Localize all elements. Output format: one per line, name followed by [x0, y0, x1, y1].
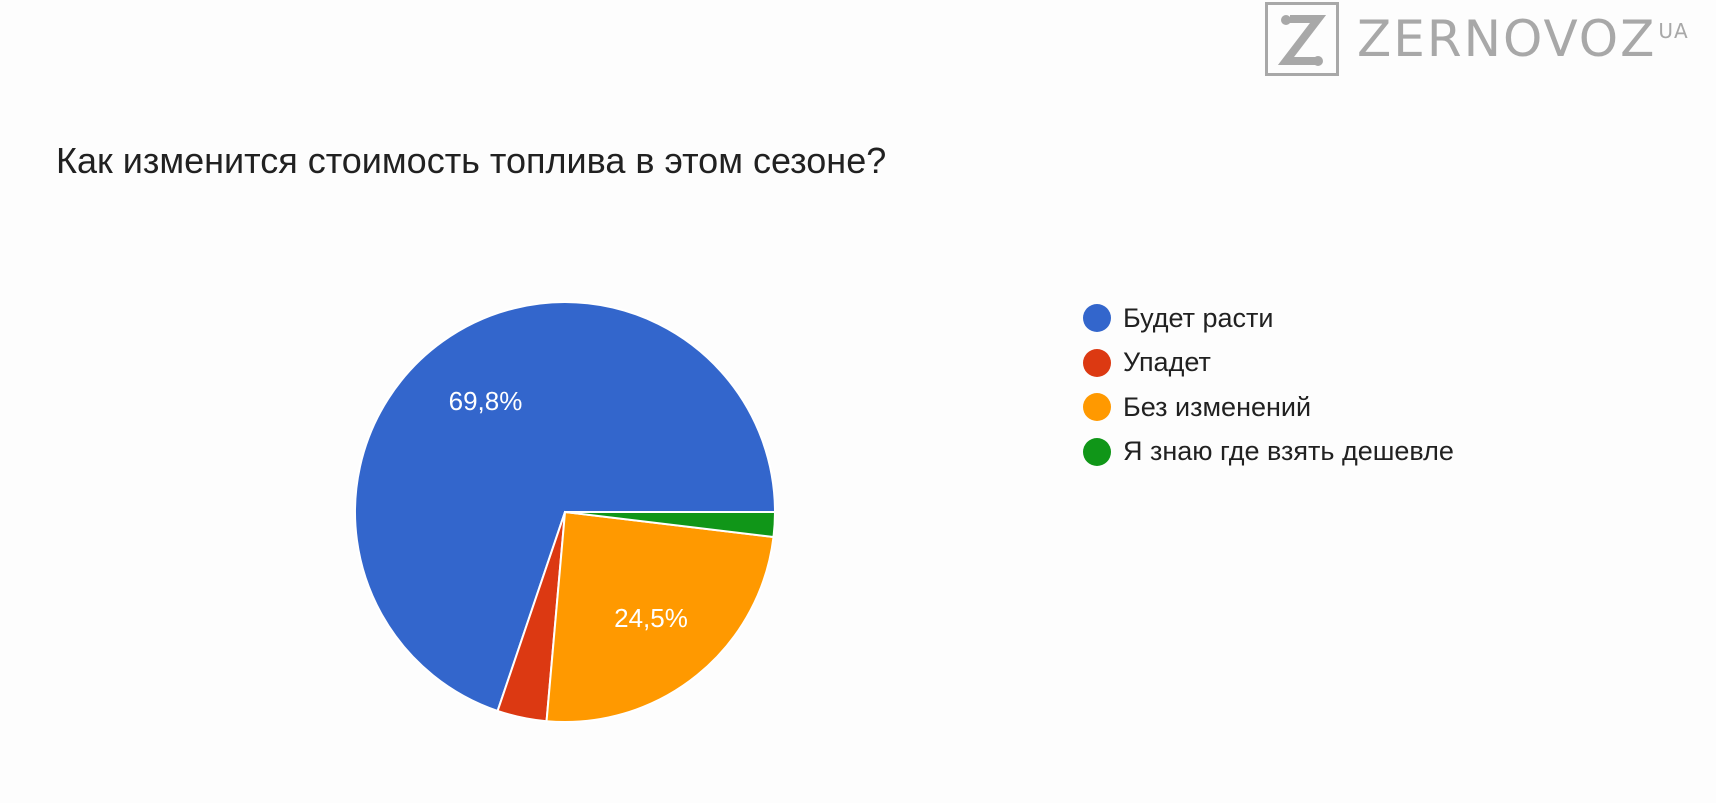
- pie-slice-2: [545, 510, 775, 723]
- legend-item: Я знаю где взять дешевле: [1083, 430, 1454, 475]
- logo-mark: [1265, 2, 1339, 76]
- slice-data-label-2: 24,5%: [614, 603, 688, 633]
- legend-label: Я знаю где взять дешевле: [1123, 436, 1454, 467]
- logo-suffix: UA: [1658, 19, 1689, 44]
- zernovoz-logo: ZERNOVOZ UA: [1265, 2, 1689, 76]
- legend-item: Упадет: [1083, 341, 1454, 386]
- legend-swatch: [1083, 348, 1111, 377]
- slice-data-label-0: 69,8%: [449, 386, 523, 416]
- legend-item: Без изменений: [1083, 385, 1454, 430]
- chart-legend: Будет расти Упадет Без изменений Я знаю где…: [1083, 296, 1454, 474]
- legend-label: Будет расти: [1123, 302, 1274, 333]
- chart-title: Как изменится стоимость топлива в этом с…: [56, 140, 887, 181]
- pie-slice-3: [564, 511, 777, 539]
- logo-name: ZERNOVOZ: [1357, 10, 1657, 68]
- pie-slice-0: [354, 301, 777, 713]
- legend-swatch: [1083, 393, 1111, 422]
- legend-label: Упадет: [1123, 347, 1211, 378]
- legend-label: Без изменений: [1123, 391, 1312, 422]
- legend-swatch: [1083, 437, 1111, 466]
- legend-swatch: [1083, 304, 1111, 333]
- logo-wordmark: ZERNOVOZ UA: [1357, 14, 1689, 64]
- legend-item: Будет расти: [1083, 296, 1454, 341]
